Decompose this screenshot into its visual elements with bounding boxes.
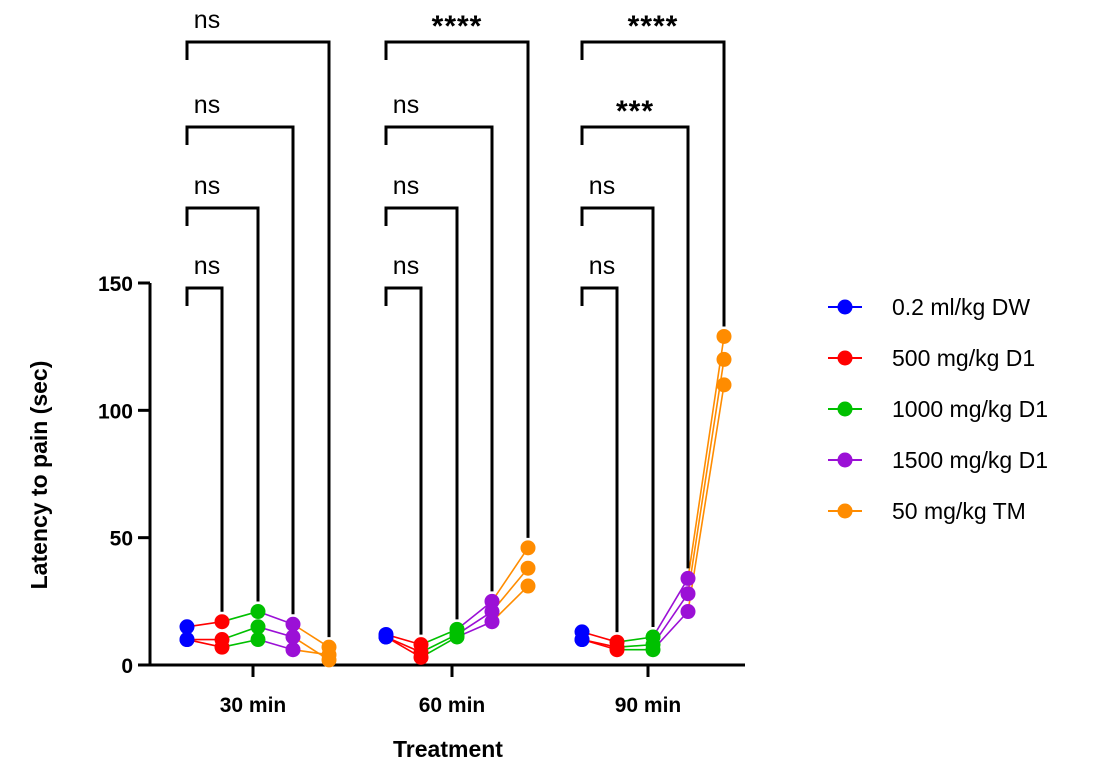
data-point-50-mg-kg-tm [520,578,536,594]
data-point-1500-mg-kg-d1 [285,642,301,658]
legend-marker [837,452,853,468]
data-point-1500-mg-kg-d1 [680,586,696,602]
data-point-1500-mg-kg-d1 [285,629,301,645]
data-point-0-2-ml-kg-dw [179,619,195,635]
legend-marker [837,350,853,366]
significance-bracket [185,125,295,615]
significance-label: **** [432,10,483,43]
significance-bracket [384,286,423,635]
significance-label: ns [589,172,615,200]
x-axis-title: Treatment [393,736,503,762]
significance-bracket [384,40,530,538]
data-point-1500-mg-kg-d1 [680,570,696,586]
legend-label: 0.2 ml/kg DW [892,294,1030,320]
connector-line [687,336,725,579]
significance-label: ns [194,91,220,119]
data-point-1000-mg-kg-d1 [250,632,266,648]
x-tick-label-2: 90 min [615,694,682,717]
significance-label: ns [194,6,220,34]
data-point-1000-mg-kg-d1 [250,619,266,635]
significance-label: **** [628,10,679,43]
y-tick-label-0: 0 [121,655,133,678]
data-point-1000-mg-kg-d1 [645,637,661,653]
connector-line [687,384,725,612]
data-point-50-mg-kg-tm [520,560,536,576]
data-point-1500-mg-kg-d1 [285,616,301,632]
data-point-50-mg-kg-tm [716,328,732,344]
significance-label: ns [589,252,615,280]
data-point-1000-mg-kg-d1 [449,626,465,642]
x-tick-label-1: 60 min [419,694,486,717]
data-point-0-2-ml-kg-dw [574,632,590,648]
significance-bracket [580,286,619,633]
data-point-500-mg-kg-d1 [413,644,429,660]
connector-line [687,359,725,594]
data-point-0-2-ml-kg-dw [378,629,394,645]
legend-label: 500 mg/kg D1 [892,345,1035,371]
data-point-500-mg-kg-d1 [214,639,230,655]
data-point-1000-mg-kg-d1 [250,604,266,620]
significance-bracket [580,40,726,327]
data-point-1500-mg-kg-d1 [484,604,500,620]
significance-bracket [580,125,690,569]
data-point-0-2-ml-kg-dw [179,632,195,648]
legend-label: 50 mg/kg TM [892,498,1026,524]
data-point-500-mg-kg-d1 [609,639,625,655]
data-point-50-mg-kg-tm [321,647,337,663]
connector-line [491,547,529,602]
x-tick-label-0: 30 min [220,694,287,717]
legend-marker [837,503,853,519]
data-point-50-mg-kg-tm [520,540,536,556]
data-point-50-mg-kg-tm [716,351,732,367]
data-point-1500-mg-kg-d1 [680,604,696,620]
significance-bracket [185,40,331,638]
significance-label: ns [393,91,419,119]
significance-bracket [185,286,224,612]
significance-bracket [384,125,494,592]
significance-bracket [185,206,260,602]
connector-line [652,578,689,638]
data-point-500-mg-kg-d1 [214,614,230,630]
legend-marker [837,401,853,417]
y-tick-label-150: 150 [98,273,133,296]
significance-label: ns [393,252,419,280]
y-tick-label-100: 100 [98,400,133,423]
significance-bracket [580,206,655,627]
significance-label: ns [194,252,220,280]
legend-marker [837,299,853,315]
significance-bracket [384,206,459,620]
significance-label: ns [393,172,419,200]
y-tick-label-50: 50 [110,528,133,551]
data-point-50-mg-kg-tm [716,377,732,393]
significance-label: *** [616,95,654,128]
significance-label: ns [194,172,220,200]
y-axis-title: Latency to pain (sec) [26,361,52,590]
legend-label: 1000 mg/kg D1 [892,396,1048,422]
legend-label: 1500 mg/kg D1 [892,447,1048,473]
